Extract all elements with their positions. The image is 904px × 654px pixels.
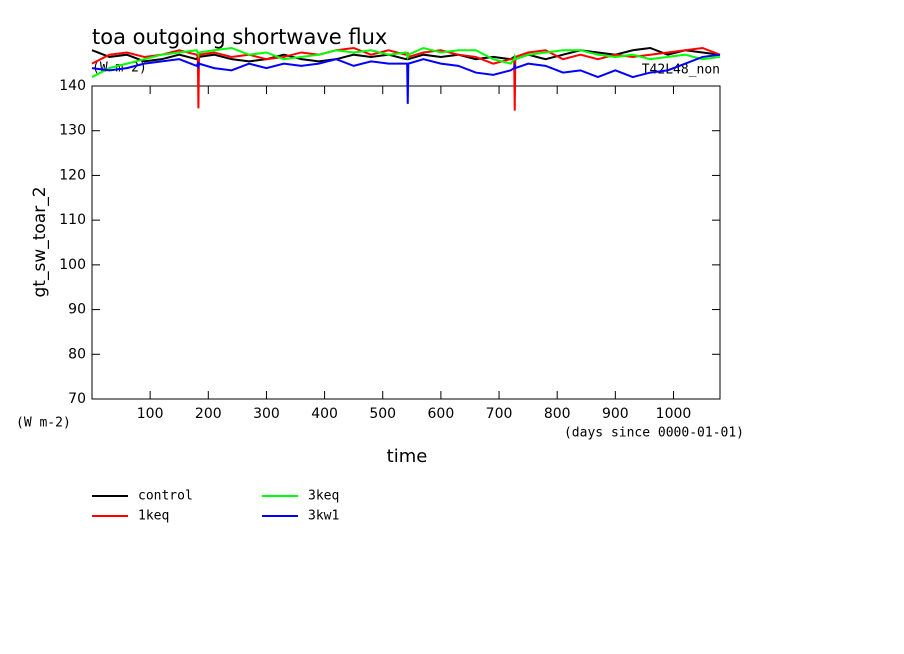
legend-label: control <box>138 489 193 504</box>
subtitle: (W m-2) <box>92 61 147 76</box>
x-tick-label: 100 <box>137 406 164 422</box>
plot-frame <box>91 85 721 400</box>
y-tick-label: 110 <box>59 212 86 228</box>
y-tick-label: 120 <box>59 167 86 183</box>
legend-label: 1keq <box>138 509 169 524</box>
x-tick-label: 700 <box>486 406 513 422</box>
x-unit: (days since 0000-01-01) <box>564 426 744 441</box>
y-unit: (W m-2) <box>16 416 71 431</box>
y-tick-label: 130 <box>59 123 86 139</box>
chart-title: toa outgoing shortwave flux <box>92 25 387 49</box>
x-axis-label: time <box>387 446 428 467</box>
x-tick-label: 1000 <box>656 406 692 422</box>
x-tick-label: 800 <box>544 406 571 422</box>
x-tick-label: 500 <box>369 406 396 422</box>
x-tick-label: 900 <box>602 406 629 422</box>
x-tick-label: 200 <box>195 406 222 422</box>
y-axis-label: gt_sw_toar_2 <box>30 186 50 297</box>
legend-label: 3kw1 <box>308 509 339 524</box>
x-tick-label: 400 <box>311 406 338 422</box>
x-tick-label: 600 <box>428 406 455 422</box>
x-tick-label: 300 <box>253 406 280 422</box>
y-tick-label: 140 <box>59 78 86 94</box>
legend-label: 3keq <box>308 489 339 504</box>
y-tick-label: 80 <box>68 346 86 362</box>
annotation: T42L48_non <box>642 63 720 78</box>
series-line <box>91 53 721 104</box>
y-tick-label: 90 <box>68 302 86 318</box>
y-tick-label: 100 <box>59 257 86 273</box>
y-tick-label: 70 <box>68 391 86 407</box>
series-line <box>91 46 721 78</box>
